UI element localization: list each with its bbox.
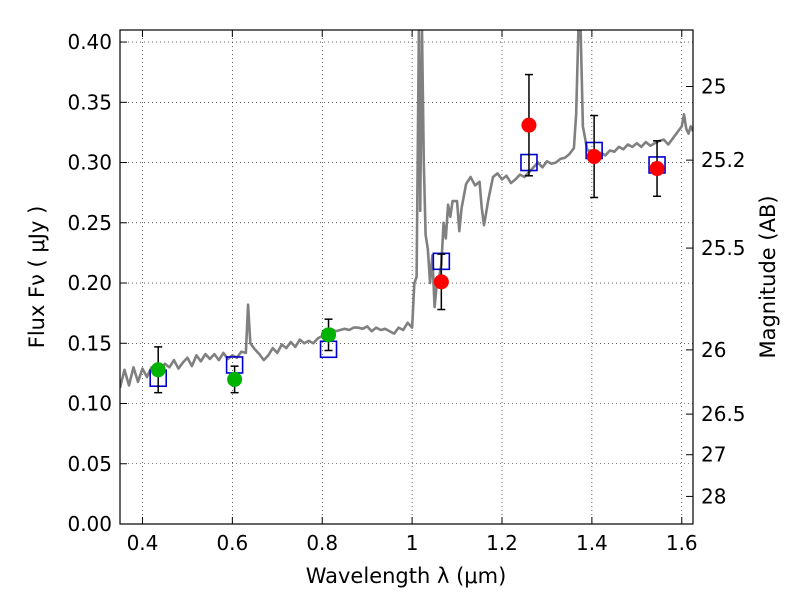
x-tick-label: 0.6 — [216, 531, 248, 555]
axes: 0.4 0.6 0.8 1 1.2 1.4 1.6 0.00 0.05 0.10 0.15 0.20 0… — [67, 30, 746, 555]
y-tick-label: 0.10 — [67, 392, 112, 416]
red-data-point — [433, 274, 449, 290]
y2-tick-label: 26.5 — [701, 402, 746, 426]
x-tick-label: 1.2 — [486, 531, 518, 555]
data-layer — [120, 30, 693, 394]
spectrum-line — [120, 30, 693, 389]
x-axis-title: Wavelength λ (μm) — [306, 564, 507, 588]
y-tick-label: 0.40 — [67, 30, 112, 54]
y2-tick-label: 25 — [701, 75, 726, 99]
y-axis-title: Flux Fν ( μJy ) — [25, 206, 49, 349]
y2-tick-label: 25.2 — [701, 148, 746, 172]
green-data-point — [321, 327, 337, 343]
y2-tick-label: 28 — [701, 484, 726, 508]
y-tick-label: 0.20 — [67, 271, 112, 295]
y-tick-label: 0.05 — [67, 452, 112, 476]
y2-tick-label: 25.5 — [701, 236, 746, 260]
x-tick-label: 1.6 — [666, 531, 698, 555]
plot-frame — [119, 29, 694, 525]
x-tick-label: 0.4 — [127, 531, 159, 555]
grid — [120, 30, 693, 525]
x-tick-label: 1.4 — [576, 531, 608, 555]
red-data-point — [649, 161, 665, 177]
y-tick-label: 0.35 — [67, 90, 112, 114]
y2-tick-label: 27 — [701, 443, 726, 467]
y-tick-label: 0.15 — [67, 331, 112, 355]
y2-axis-title: Magnitude (AB) — [756, 195, 780, 358]
y-tick-label: 0.00 — [67, 512, 112, 536]
y-tick-label: 0.30 — [67, 151, 112, 175]
green-data-point — [150, 362, 166, 378]
y2-tick-label: 26 — [701, 338, 726, 362]
green-data-point — [227, 371, 243, 387]
x-tick-label: 0.8 — [306, 531, 338, 555]
y-tick-label: 0.25 — [67, 211, 112, 235]
red-data-point — [521, 117, 537, 133]
red-data-point — [586, 149, 602, 165]
x-tick-label: 1 — [406, 531, 419, 555]
